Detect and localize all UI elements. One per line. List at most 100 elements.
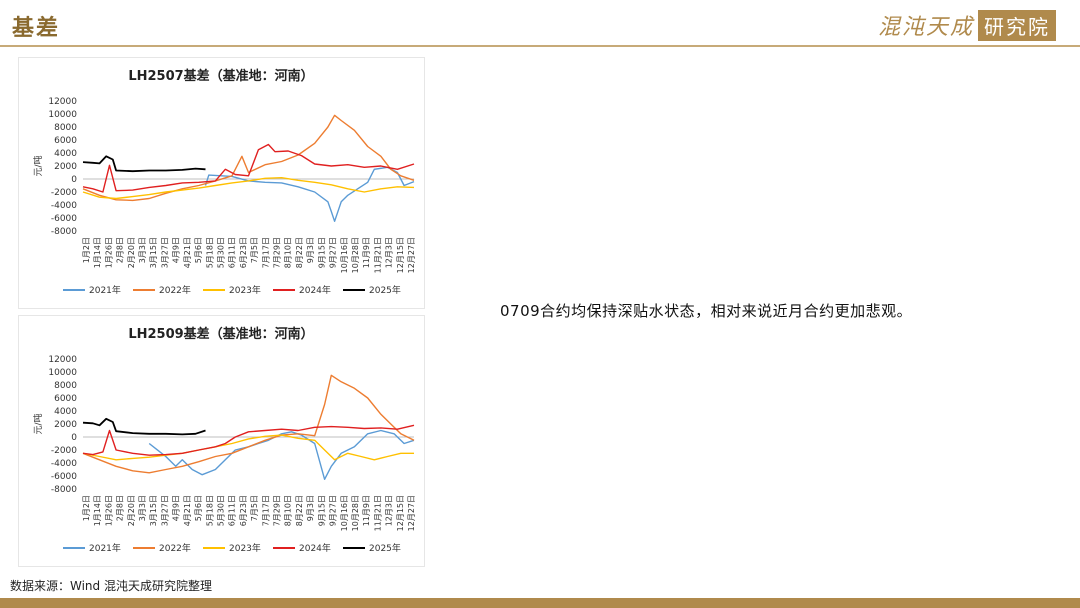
y-tick-label: 2000 [54,420,77,430]
x-tick-label: 8月22日 [295,237,304,268]
series-line [82,114,415,202]
x-tick-label: 4月21日 [183,495,192,526]
x-tick-label: 9月15日 [317,495,326,526]
y-tick-label: 12000 [48,97,77,107]
y-tick-label: 10000 [48,368,77,378]
series-line [82,434,414,461]
y-axis-label: 元/吨 [32,413,44,434]
x-tick-label: 3月3日 [138,237,147,263]
y-tick-label: 0 [71,175,77,185]
series-line [148,429,415,480]
x-tick-label: 8月10日 [284,237,293,268]
x-tick-label: 7月29日 [273,495,282,526]
legend-label: 2024年 [299,542,331,554]
x-tick-label: 3月27日 [160,495,169,526]
x-tick-label: 12月3日 [385,495,394,526]
x-tick-label: 6月11日 [228,237,237,268]
x-tick-label: 3月27日 [160,237,169,268]
y-tick-label: 2000 [54,162,77,172]
chart-panel-lh2509: LH2509基差（基准地：河南） -8000 -6000 -4000 -2000 0 200… [18,315,425,567]
y-tick-label: 12000 [48,355,77,365]
page-title: 基差 [12,16,61,41]
x-tick-label: 5月18日 [205,237,214,268]
x-tick-label: 12月15日 [396,237,405,273]
y-tick-label: -2000 [51,446,77,456]
x-tick-label: 2月8日 [116,237,125,263]
x-tick-label: 5月6日 [194,495,203,521]
x-tick-label: 4月9日 [172,495,181,521]
x-tick-label: 3月15日 [149,237,158,268]
y-tick-label: -6000 [51,214,77,224]
y-tick-label: -6000 [51,472,77,482]
logo-text: 混沌天成 [877,15,974,40]
x-tick-label: 1月2日 [82,237,91,263]
x-tick-label: 6月11日 [228,495,237,526]
x-tick-label: 12月27日 [407,237,416,273]
x-tick-label: 1月26日 [104,495,113,526]
y-tick-label: -4000 [51,201,77,211]
data-source: 数据来源：Wind 混沌天成研究院整理 [10,579,212,593]
series-line [82,417,206,436]
y-tick-label: 0 [71,433,77,443]
chart-title: LH2507基差（基准地：河南） [128,68,313,84]
legend-label: 2023年 [229,284,261,296]
chart-title: LH2509基差（基准地：河南） [128,326,313,342]
x-tick-label: 10月28日 [351,237,360,273]
y-tick-label: -8000 [51,485,77,495]
legend-label: 2023年 [229,542,261,554]
y-tick-label: 6000 [54,394,77,404]
y-axis-label: 元/吨 [32,155,44,176]
legend-label: 2021年 [89,542,121,554]
legend-label: 2022年 [159,284,191,296]
series-line [82,143,415,193]
x-tick-label: 11月9日 [362,237,371,268]
series-line [82,177,415,200]
x-tick-label: 4月9日 [172,237,181,263]
x-tick-label: 10月28日 [351,495,360,531]
series-line [82,374,415,474]
chart-lh2509: LH2509基差（基准地：河南） -8000 -6000 -4000 -2000 0 200… [32,326,416,554]
legend-label: 2025年 [369,284,401,296]
x-tick-label: 12月27日 [407,495,416,531]
legend-label: 2025年 [369,542,401,554]
y-tick-label: 4000 [54,149,77,159]
x-tick-label: 3月3日 [138,495,147,521]
y-tick-label: 8000 [54,381,77,391]
x-tick-label: 1月26日 [104,237,113,268]
x-tick-label: 6月23日 [239,237,248,268]
x-tick-label: 1月2日 [82,495,91,521]
y-tick-label: 8000 [54,123,77,133]
x-tick-label: 1月14日 [93,495,102,526]
legend-label: 2021年 [89,284,121,296]
footer-bar [0,598,1080,608]
x-tick-label: 5月30日 [216,495,225,526]
y-tick-label: 6000 [54,136,77,146]
x-tick-label: 12月15日 [396,495,405,531]
x-tick-label: 5月6日 [194,237,203,263]
y-tick-label: -4000 [51,459,77,469]
y-tick-label: -8000 [51,227,77,237]
x-tick-label: 4月21日 [183,237,192,268]
analysis-note: 0709合约均保持深贴水状态，相对来说近月合约更加悲观。 [500,302,913,320]
chart-lh2507: LH2507基差（基准地：河南） -8000 -6000 -4000 -2000 0 200… [32,68,416,296]
x-tick-label: 7月17日 [261,237,270,268]
x-tick-label: 11月21日 [373,237,382,273]
x-tick-label: 3月15日 [149,495,158,526]
chart-panel-lh2507: LH2507基差（基准地：河南） -8000 -6000 -4000 -2000 0 200… [18,57,425,309]
series-line [204,166,415,222]
x-tick-label: 7月5日 [250,237,259,263]
series-line [82,155,206,173]
x-tick-label: 10月16日 [340,237,349,273]
y-tick-label: 10000 [48,110,77,120]
x-tick-label: 7月17日 [261,495,270,526]
header-divider [0,45,1080,47]
x-tick-label: 11月9日 [362,495,371,526]
x-tick-label: 7月29日 [273,237,282,268]
x-tick-label: 11月21日 [373,495,382,531]
series-line [82,424,415,456]
x-tick-label: 8月22日 [295,495,304,526]
legend-label: 2024年 [299,284,331,296]
x-tick-label: 9月15日 [317,237,326,268]
x-tick-label: 10月16日 [340,495,349,531]
y-tick-label: 4000 [54,407,77,417]
